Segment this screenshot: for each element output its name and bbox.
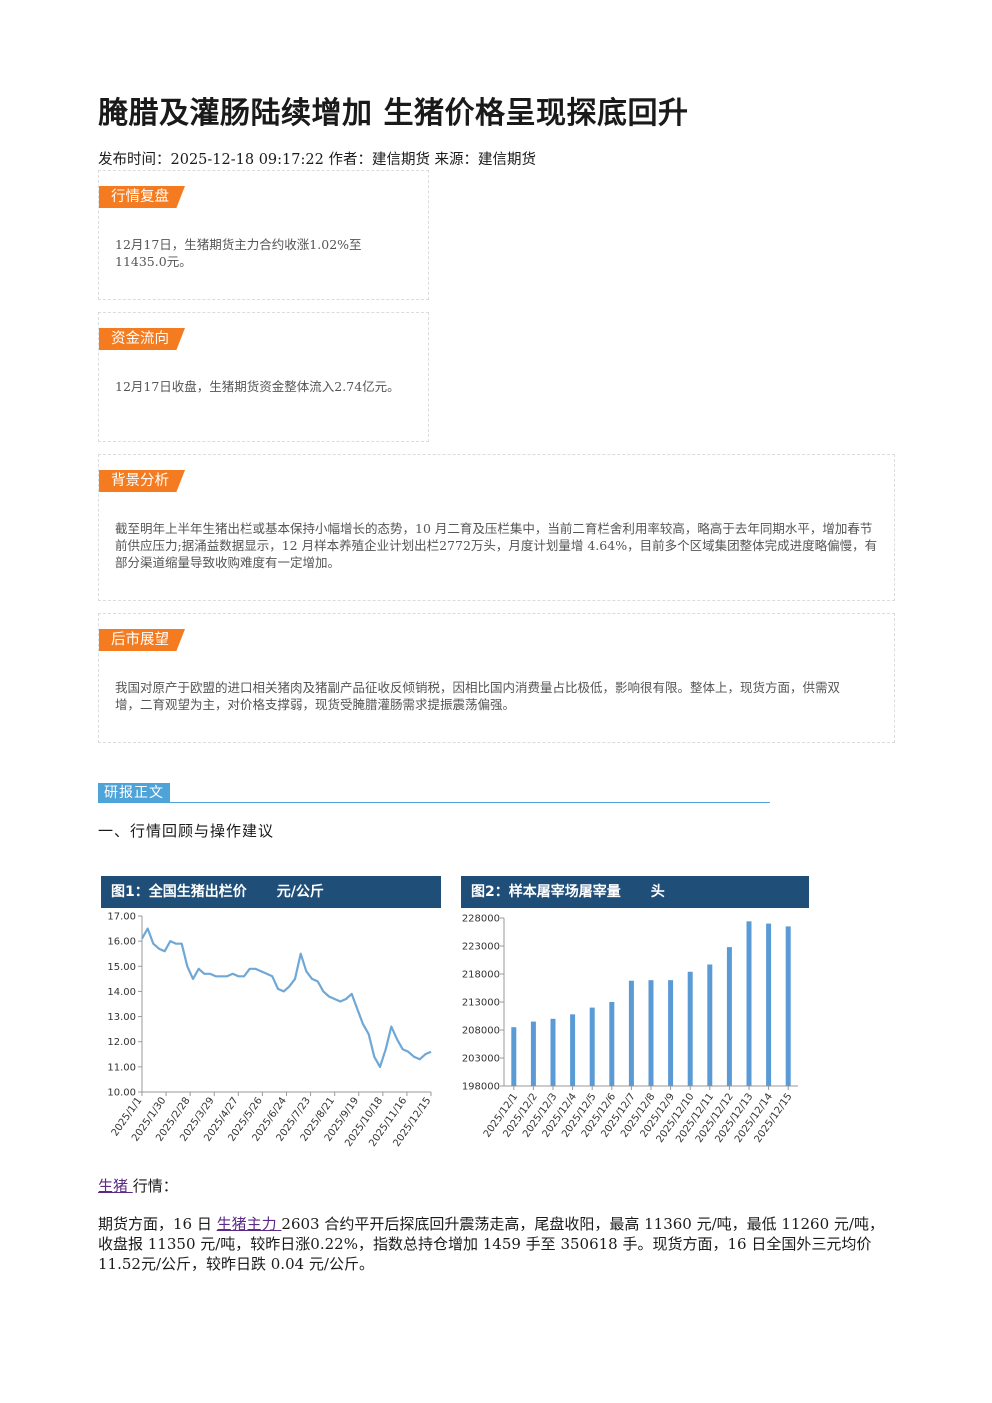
chart2-bar — [628, 980, 634, 1086]
article-title: 腌腊及灌肠陆续增加 生猪价格呈现探底回升 — [98, 96, 689, 131]
chart2-bar — [668, 980, 674, 1086]
chart2-header: 图2：样本屠宰场屠宰量 头 — [461, 876, 809, 908]
report-heading: 一、行情回顾与操作建议 — [98, 822, 275, 840]
outlook-box: 后市展望 我国对原产于欧盟的进口相关猪肉及猪副产品征收反倾销税，因相比国内消费量… — [98, 613, 895, 743]
chart2-bar — [530, 1021, 536, 1086]
chart1-unit: 元/公斤 — [276, 884, 324, 900]
chart1-y-tick-label: 13.00 — [107, 1012, 136, 1023]
chart1-y-tick-label: 11.00 — [107, 1062, 136, 1073]
fund-text: 12月17日收盘，生猪期货资金整体流入2.74亿元。 — [115, 379, 400, 394]
chart2-y-tick-label: 228000 — [462, 914, 500, 925]
chart1-y-tick-label: 10.00 — [107, 1088, 136, 1099]
futures-paragraph: 期货方面，16 日 生猪主力 2603 合约平开后探底回升震荡走高，尾盘收阳，最… — [98, 1214, 894, 1274]
chart1-y-tick-label: 16.00 — [107, 937, 136, 948]
chart2-bar-chart: 228000 223000 218000 213000 208000 203000 1980… — [462, 914, 798, 1145]
chart2-y-tick-label: 203000 — [462, 1054, 500, 1065]
chart1-y-tick-label: 15.00 — [107, 962, 136, 973]
chart2-unit: 头 — [650, 884, 665, 900]
outlook-tag: 后市展望 — [99, 629, 185, 651]
chart2-y-tick-label: 223000 — [462, 942, 500, 953]
hog-link[interactable]: 生猪 — [98, 1177, 133, 1195]
background-box: 背景分析 截至明年上半年生猪出栏或基本保持小幅增长的态势，10 月二育及压栏集中… — [98, 454, 895, 601]
hog-main-link[interactable]: 生猪主力 — [216, 1215, 282, 1233]
futures-text-a: 期货方面，16 日 — [98, 1215, 217, 1233]
review-box: 行情复盘 12月17日，生猪期货主力合约收涨1.02%至11435.0元。 — [98, 170, 429, 300]
fund-tag: 资金流向 — [99, 328, 185, 350]
futures-text-b: 2603 合约平开后探底回升震荡走高，尾盘收阳，最高 11360 元/吨，最低 … — [98, 1215, 884, 1273]
report-section-label: 研报正文 — [98, 783, 170, 803]
review-text: 12月17日，生猪期货主力合约收涨1.02%至11435.0元。 — [115, 237, 362, 269]
chart1-line-chart: 17.00 16.00 15.00 14.00 13.00 12.00 11.00 10.00… — [107, 912, 433, 1149]
chart2-bar — [687, 971, 693, 1086]
chart1-title: 图1：全国生猪出栏价 — [111, 884, 247, 900]
chart2-bar — [726, 947, 732, 1086]
report-section-divider — [98, 802, 770, 803]
review-tag: 行情复盘 — [99, 186, 185, 208]
chart1-header: 图1：全国生猪出栏价 元/公斤 — [101, 876, 441, 908]
chart2-y-tick-label: 213000 — [462, 998, 500, 1009]
outlook-text: 我国对原产于欧盟的进口相关猪肉及猪副产品征收反倾销税，因相比国内消费量占比极低，… — [115, 680, 841, 712]
hog-market-heading: 生猪 行情： — [98, 1175, 178, 1196]
article-meta: 发布时间：2025-12-18 09:17:22 作者：建信期货 来源：建信期货 — [98, 152, 537, 168]
chart2-bar — [785, 926, 791, 1086]
chart2-y-tick-label: 218000 — [462, 970, 500, 981]
background-text: 截至明年上半年生猪出栏或基本保持小幅增长的态势，10 月二育及压栏集中，当前二育… — [115, 521, 878, 570]
chart2-y-tick-label: 198000 — [462, 1082, 500, 1093]
chart1-y-tick-label: 17.00 — [107, 912, 136, 923]
chart2-bar — [609, 1002, 615, 1086]
chart2-title: 图2：样本屠宰场屠宰量 — [471, 884, 621, 900]
chart1-y-tick-label: 12.00 — [107, 1037, 136, 1048]
chart2-bar — [707, 964, 713, 1086]
chart1-y-tick-label: 14.00 — [107, 987, 136, 998]
background-tag: 背景分析 — [99, 470, 185, 492]
chart2-bar — [589, 1007, 595, 1086]
chart2-bar — [766, 923, 772, 1086]
chart2-bar — [746, 921, 752, 1086]
chart1-series-line — [141, 927, 432, 1068]
chart2-bar — [550, 1018, 556, 1086]
hog-heading-rest: 行情： — [132, 1177, 178, 1195]
chart2-bar — [648, 980, 654, 1086]
fund-box: 资金流向 12月17日收盘，生猪期货资金整体流入2.74亿元。 — [98, 312, 429, 442]
chart2-bar — [511, 1027, 517, 1086]
chart2-y-tick-label: 208000 — [462, 1026, 500, 1037]
chart2-bar — [570, 1014, 576, 1086]
